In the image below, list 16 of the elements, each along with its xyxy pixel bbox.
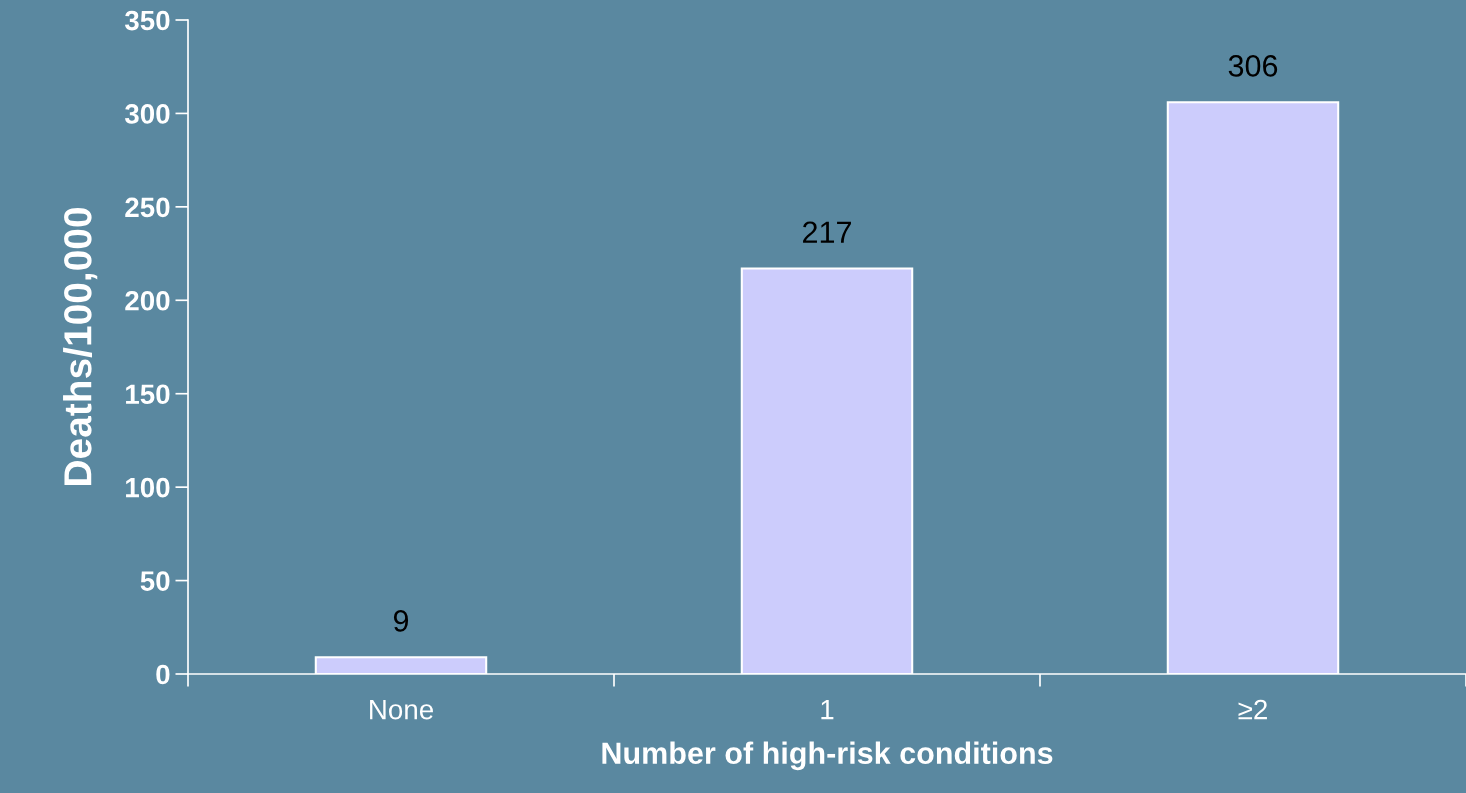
x-axis-title: Number of high-risk conditions <box>602 741 1053 771</box>
y-tick-label: 200 <box>125 290 170 311</box>
data-label: 306 <box>1228 55 1278 77</box>
y-tick-label: 150 <box>126 384 170 405</box>
y-tick-label: 50 <box>140 571 170 591</box>
y-axis-title: Deaths/100,000 <box>63 208 98 485</box>
x-tick-label: None <box>370 700 433 720</box>
y-tick-label: 100 <box>126 477 170 498</box>
y-tick-label: 250 <box>125 197 170 218</box>
data-label: 217 <box>803 221 851 243</box>
y-tick-label: 300 <box>124 104 170 124</box>
y-tick-label: 0 <box>156 664 170 685</box>
data-label: 9 <box>393 610 409 632</box>
x-tick-label: 1 <box>821 700 834 720</box>
x-tick-label: ≥2 <box>1238 699 1267 720</box>
y-tick-label: 350 <box>124 10 170 31</box>
